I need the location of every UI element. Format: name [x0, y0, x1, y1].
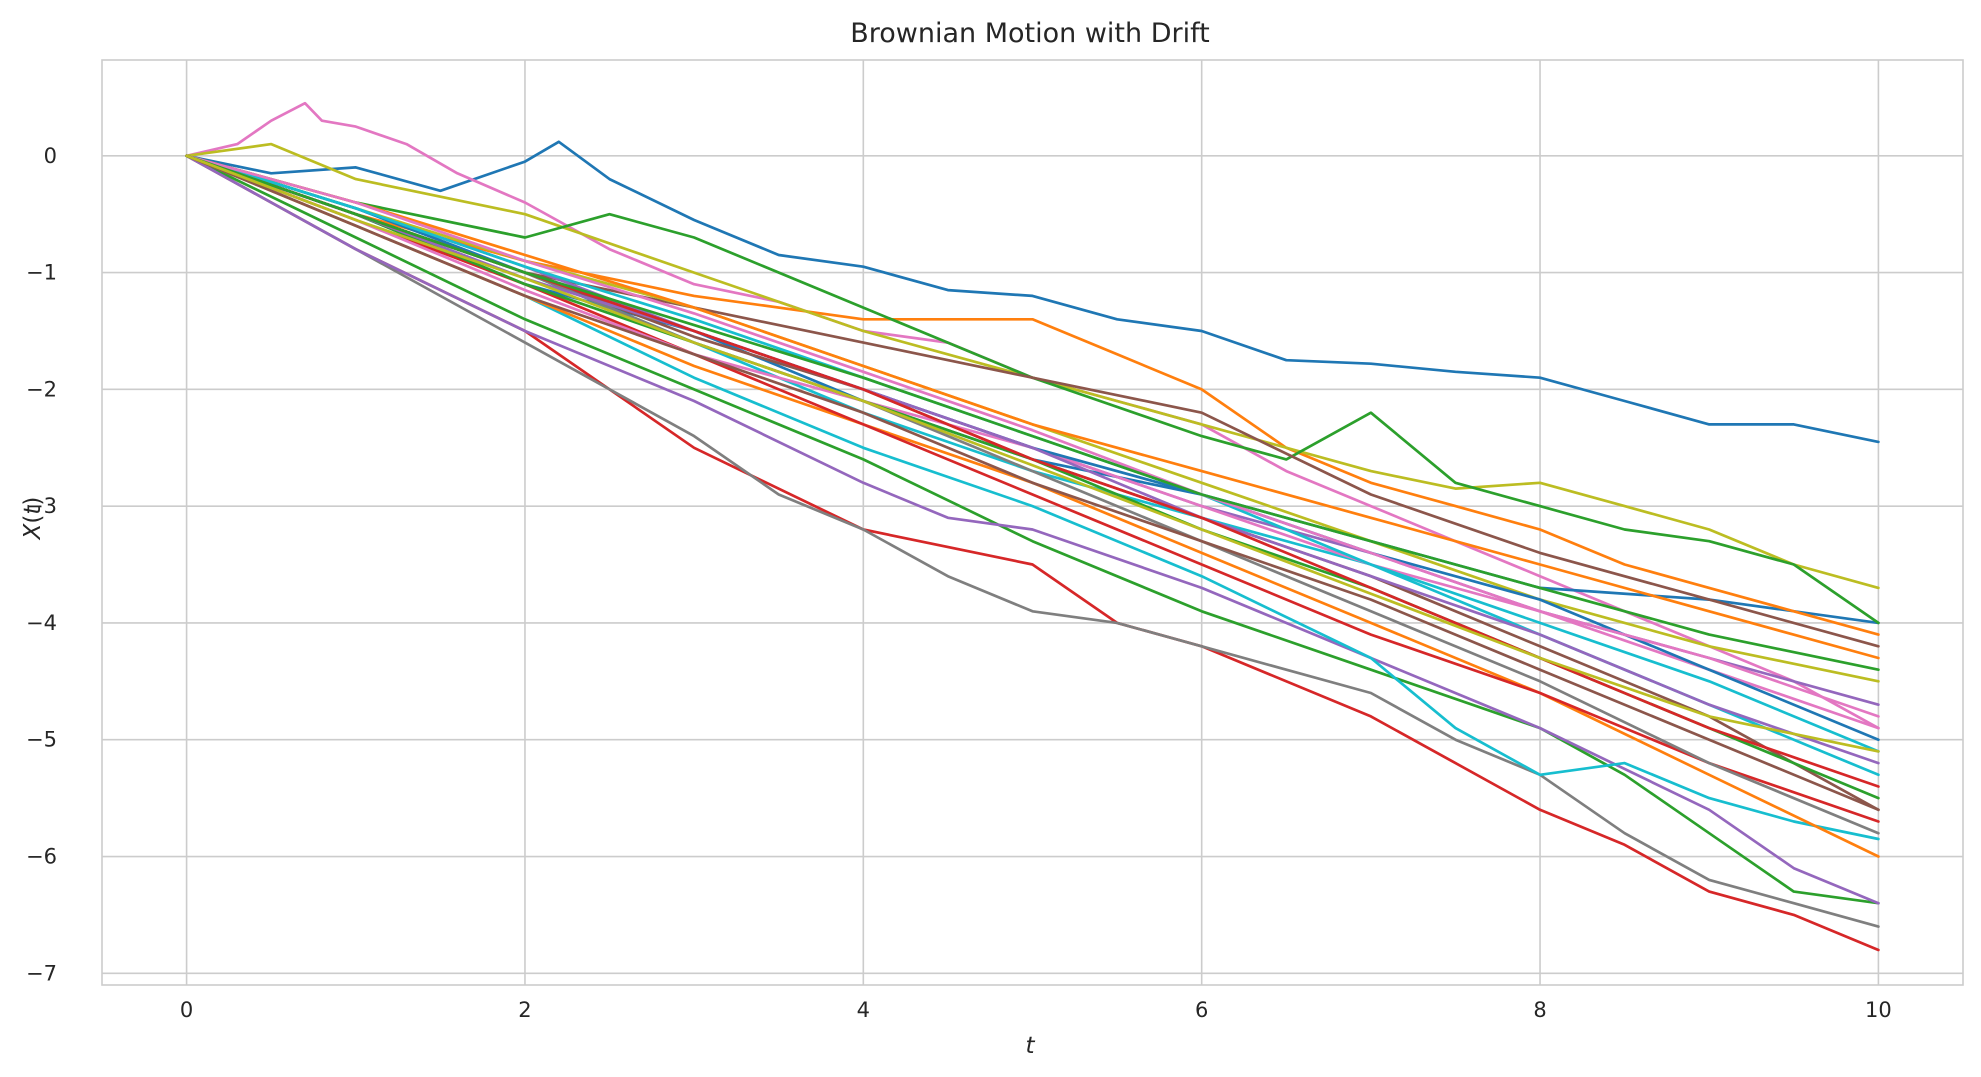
series-line-9 — [185, 154, 1880, 928]
x-tick-label: 0 — [180, 998, 193, 1022]
y-tick-label: −5 — [26, 728, 57, 752]
y-tick-label: 0 — [44, 144, 57, 168]
series-layer — [185, 101, 1880, 952]
y-tick-label: −1 — [26, 261, 57, 285]
series-line-24 — [185, 154, 1880, 765]
series-line-10 — [185, 154, 1880, 905]
x-tick-label: 4 — [857, 998, 870, 1022]
series-line-6 — [185, 154, 1880, 625]
plot-frame — [101, 59, 1964, 986]
x-axis-title: t — [1025, 1033, 1035, 1059]
series-line-23 — [185, 154, 1880, 660]
chart-title: Brownian Motion with Drift — [850, 18, 1209, 49]
series-line-12 — [185, 154, 1880, 841]
x-tick-label: 10 — [1865, 998, 1892, 1022]
series-line-30 — [185, 154, 1880, 753]
series-line-5 — [185, 142, 1880, 590]
y-tick-label: −3 — [26, 494, 57, 518]
y-tick-label: −4 — [26, 611, 57, 635]
x-tick-label: 6 — [1195, 998, 1208, 1022]
series-line-4 — [185, 154, 1880, 636]
y-tick-label: −7 — [26, 961, 57, 985]
y-tick-labels: 0 −1 −2 −3 −4 −5 −6 −7 — [26, 144, 57, 986]
series-line-28 — [185, 154, 1880, 718]
x-tick-label: 2 — [518, 998, 531, 1022]
x-tick-labels: 0 2 4 6 8 10 — [180, 998, 1892, 1022]
series-line-29 — [185, 154, 1880, 672]
series-line-1 — [185, 140, 1880, 444]
y-tick-label: −6 — [26, 845, 57, 869]
x-tick-label: 8 — [1533, 998, 1546, 1022]
series-line-25 — [185, 154, 1880, 812]
y-axis-title: X(t) — [20, 497, 46, 541]
series-line-11 — [185, 154, 1880, 905]
y-tick-label: −2 — [26, 377, 57, 401]
series-line-14 — [185, 154, 1880, 823]
